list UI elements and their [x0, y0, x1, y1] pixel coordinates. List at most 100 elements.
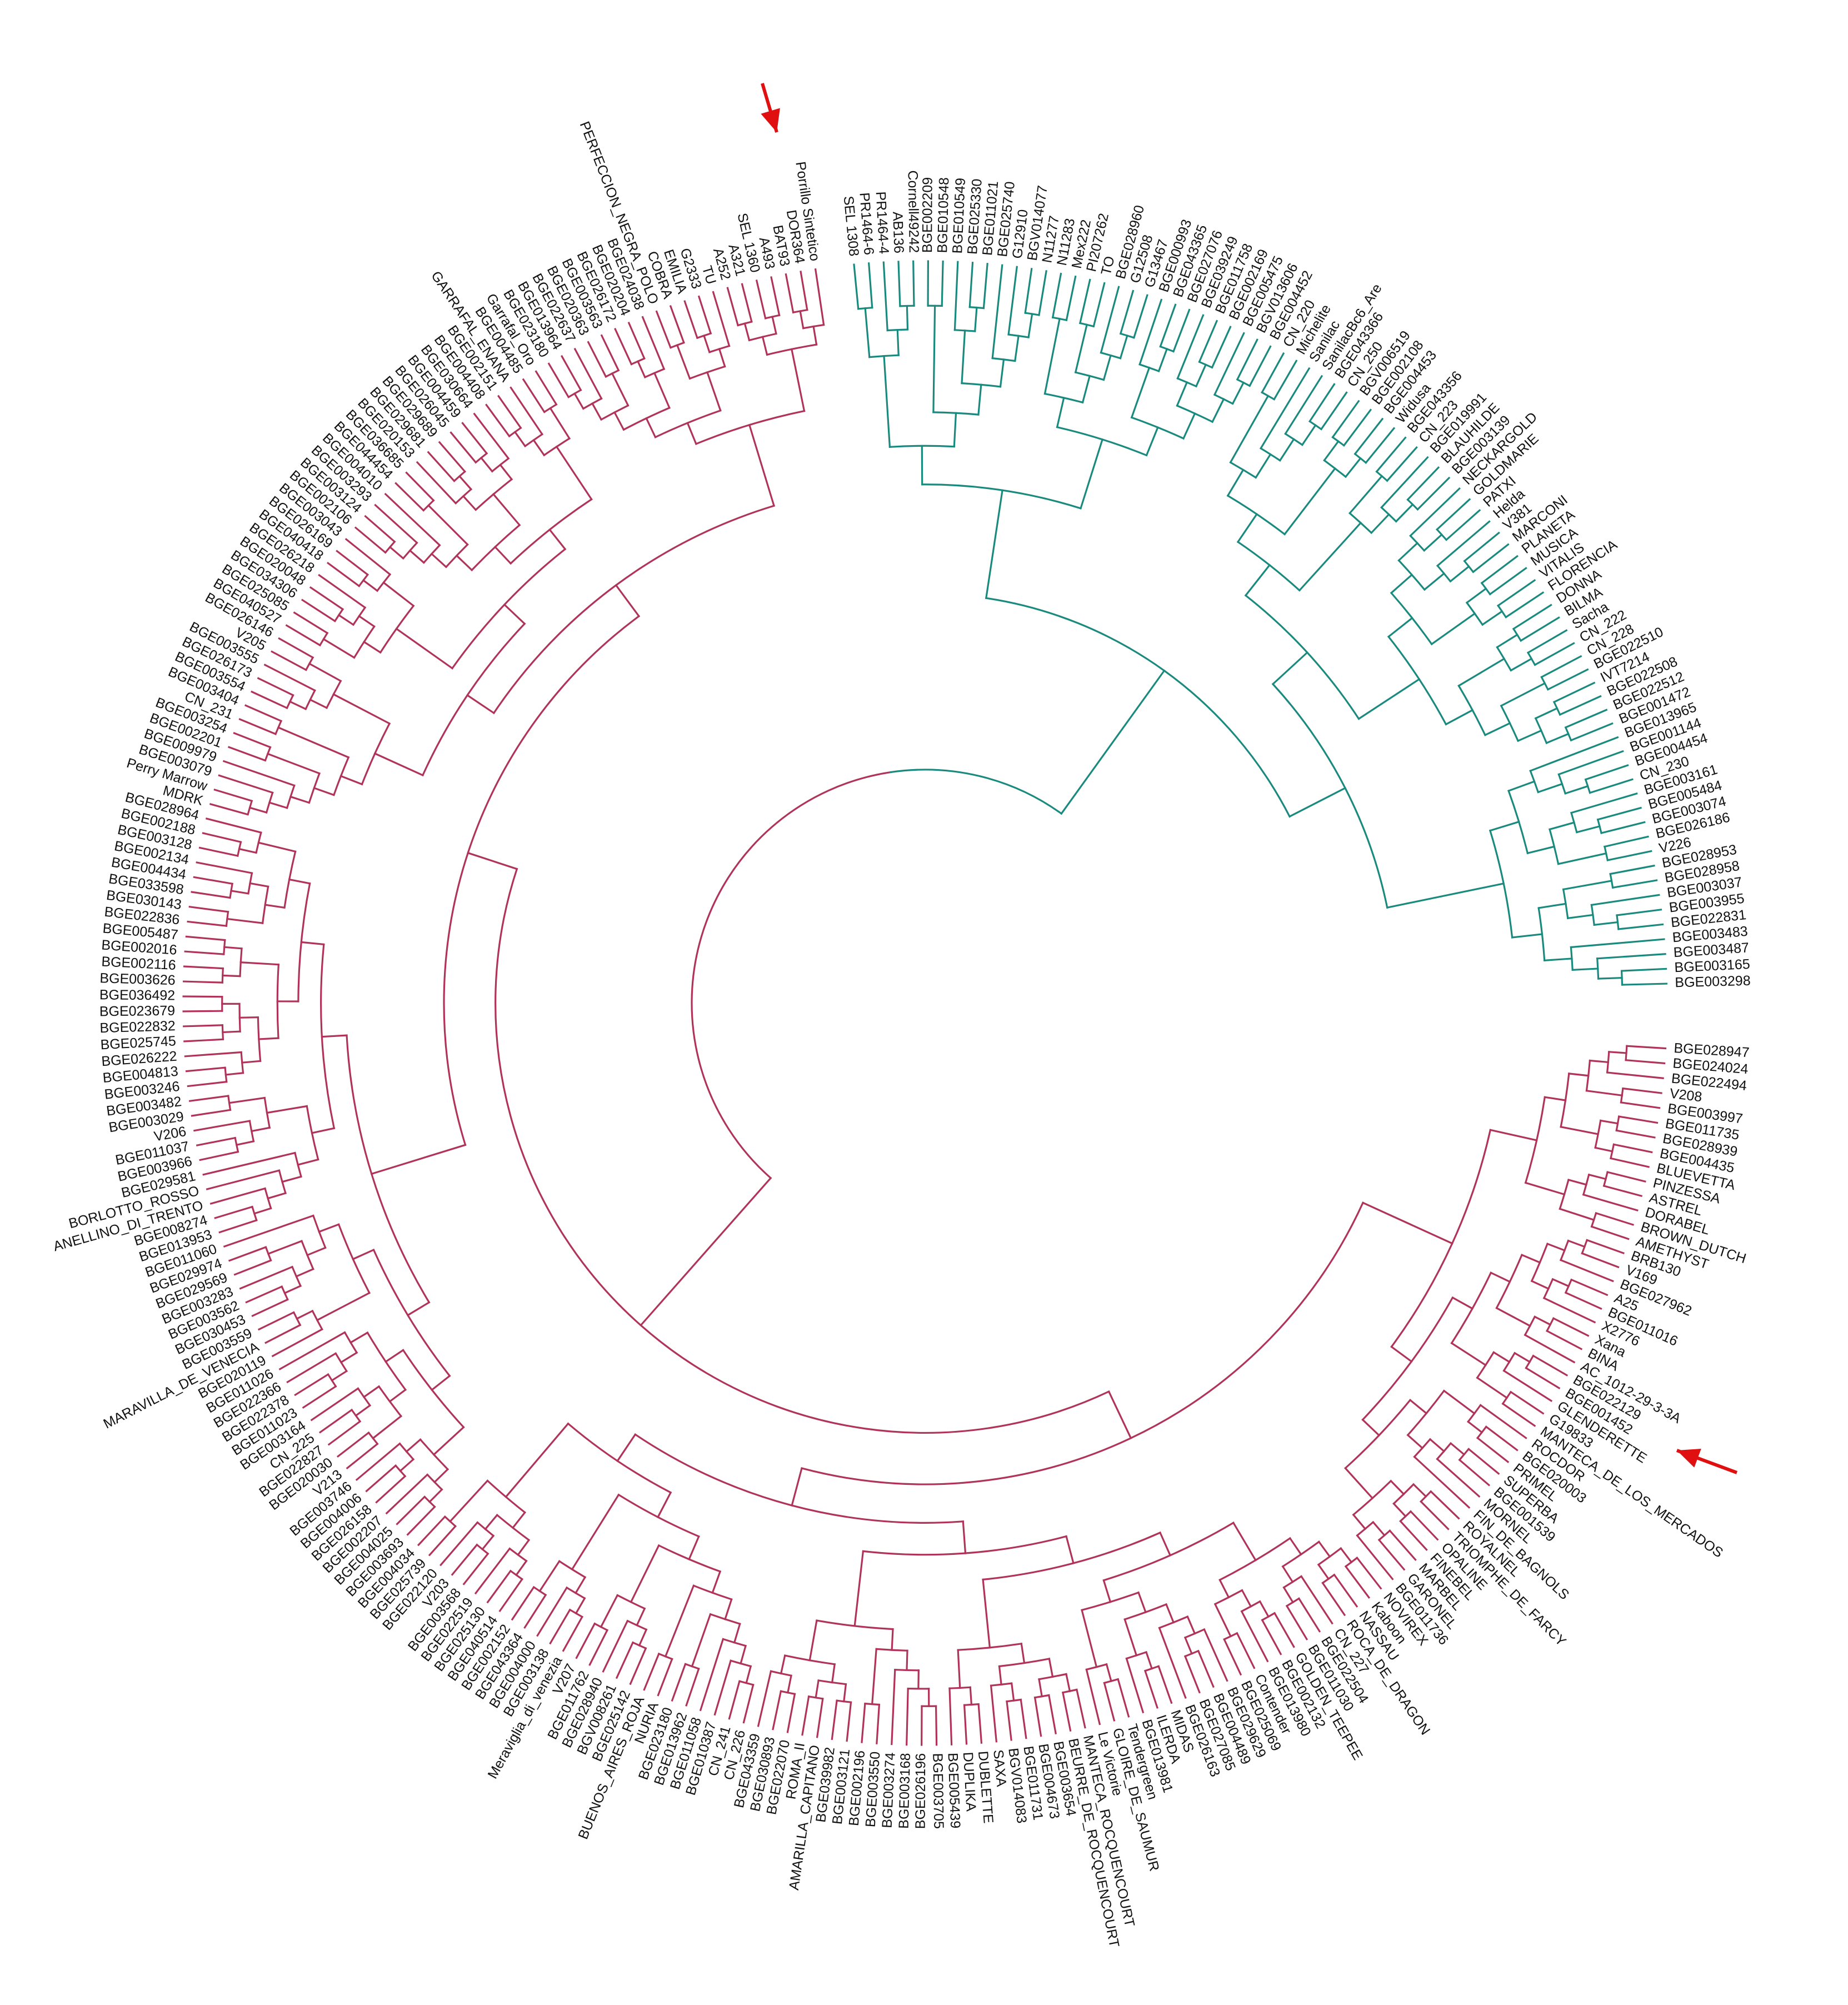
leaf-branch: [1197, 1649, 1215, 1688]
internal-branch: [1457, 657, 1506, 687]
internal-branch: [1390, 1479, 1405, 1495]
leaf-branch: [1333, 1573, 1358, 1608]
leaf-branch: [1617, 1115, 1659, 1124]
leaf-branch: [1436, 520, 1491, 567]
leaf-branch: [1625, 1059, 1666, 1065]
internal-branch: [791, 1467, 803, 1507]
internal-branch: [1510, 657, 1533, 672]
internal-branch: [505, 1422, 570, 1498]
clade-arc: [1006, 1698, 1022, 1703]
internal-branch: [264, 904, 286, 909]
internal-branch: [616, 1433, 637, 1463]
leaf-branch: [1620, 1101, 1661, 1109]
leaf-branch: [1223, 1638, 1242, 1676]
clade-arc: [1361, 1296, 1454, 1422]
internal-branch: [1564, 785, 1589, 795]
leaf-branch: [183, 1024, 224, 1028]
internal-branch: [493, 545, 512, 565]
leaf-branch: [1596, 806, 1642, 821]
leaf-label: BGE003165: [1674, 956, 1750, 975]
clade-arc: [227, 1095, 232, 1111]
leaf-branch: [309, 586, 344, 611]
clade-arc: [333, 608, 344, 622]
internal-branch: [1317, 1563, 1330, 1580]
leaf-branch: [1611, 879, 1658, 889]
clade-arc: [470, 523, 521, 572]
internal-branch: [395, 627, 454, 670]
leaf-branch: [1138, 298, 1163, 366]
internal-branch: [1449, 565, 1470, 583]
leaf-branch: [271, 650, 307, 671]
internal-branch: [515, 1559, 528, 1577]
leaf-branch: [669, 305, 685, 344]
internal-branch: [1545, 732, 1570, 745]
leaf-branch: [214, 1205, 253, 1219]
clade-arc: [1501, 1390, 1512, 1405]
leaf-branch: [1505, 591, 1545, 619]
internal-branch: [1589, 1059, 1610, 1064]
clade-arc: [353, 625, 376, 659]
internal-branch: [575, 1597, 586, 1615]
leaf-branch: [573, 347, 603, 400]
internal-branch: [1449, 1442, 1466, 1456]
internal-branch: [973, 306, 978, 332]
leaf-branch: [614, 327, 633, 366]
leaf-branch: [485, 403, 511, 438]
internal-branch: [1010, 1682, 1015, 1702]
leaf-branch: [1092, 282, 1106, 328]
clade-arc: [568, 1608, 583, 1618]
leaf-branch: [1172, 308, 1191, 353]
leaf-branch: [814, 268, 825, 326]
leaf-branch: [685, 1667, 700, 1707]
internal-branch: [591, 402, 603, 421]
leaf-branch: [1420, 1500, 1450, 1530]
clade-arc: [1024, 312, 1040, 316]
leaf-branch: [1117, 1678, 1130, 1718]
internal-branch: [745, 1665, 752, 1684]
leaf-branch: [549, 1608, 571, 1645]
clade-arc: [1524, 1315, 1536, 1336]
leaf-branch: [755, 279, 767, 320]
clade-arc: [1259, 447, 1281, 462]
leaf-label: BGE003705: [930, 1753, 946, 1829]
leaf-branch: [1236, 1632, 1256, 1669]
clade-arc: [963, 1703, 980, 1706]
clade-arc: [297, 882, 311, 1002]
clade-arc: [565, 1586, 586, 1600]
clade-arc: [311, 1309, 323, 1331]
internal-branch: [1543, 957, 1573, 962]
clade-arc: [558, 1560, 587, 1579]
clade-arc: [1625, 1045, 1628, 1061]
clade-arc: [1609, 872, 1614, 889]
leaf-label: DUPLIKA: [960, 1752, 979, 1812]
internal-branch: [653, 372, 671, 410]
internal-branch: [638, 1628, 648, 1647]
leaf-branch: [473, 412, 510, 460]
leaf-branch: [184, 1051, 242, 1058]
leaf-branch: [278, 1331, 346, 1370]
internal-branch: [1484, 722, 1511, 736]
clade-arc: [1467, 1404, 1482, 1423]
internal-branch: [1412, 1483, 1427, 1498]
internal-branch: [1442, 1389, 1476, 1415]
leaf-branch: [1125, 1657, 1145, 1714]
clade-arc: [312, 1214, 327, 1249]
leaf-branch: [1586, 1239, 1625, 1255]
internal-branch: [318, 1223, 340, 1233]
clade-arc: [1244, 594, 1360, 720]
clade-arc: [357, 1387, 372, 1407]
internal-branch: [295, 1268, 314, 1278]
internal-branch: [358, 615, 376, 628]
clade-arc: [1176, 377, 1198, 388]
internal-branch: [999, 358, 1005, 388]
leaf-branch: [326, 561, 361, 587]
internal-branch: [961, 330, 966, 385]
internal-branch: [253, 1207, 272, 1215]
leaf-branch: [786, 1693, 796, 1733]
internal-branch: [977, 383, 982, 416]
leaf-branch: [1203, 1628, 1228, 1682]
leaf-branch: [1600, 821, 1646, 835]
internal-branch: [249, 882, 269, 888]
internal-branch: [382, 581, 415, 607]
internal-branch: [636, 1607, 646, 1627]
